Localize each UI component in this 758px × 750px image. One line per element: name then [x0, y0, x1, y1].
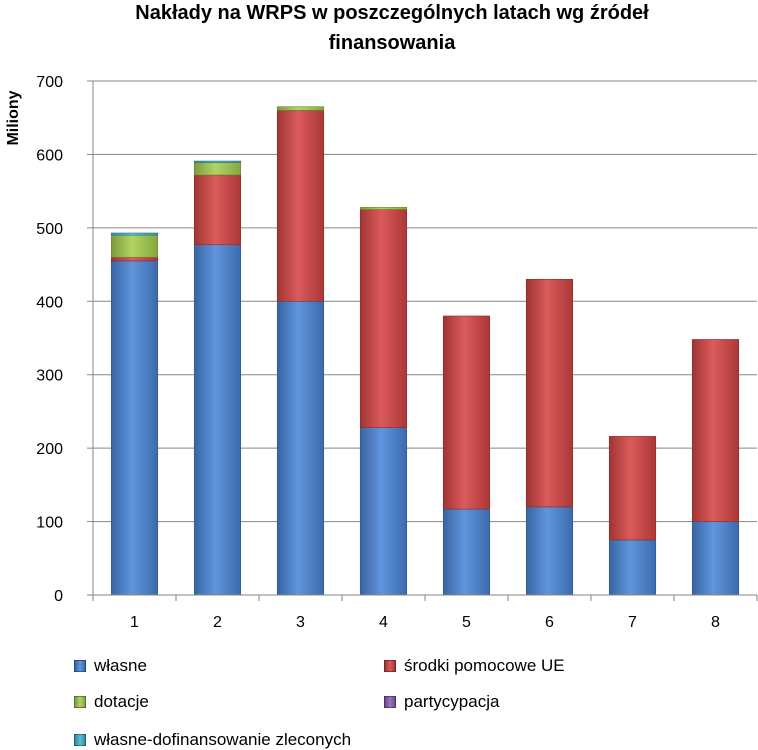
bar-segment-srodki-pomocowe-ue-8 [691, 339, 740, 522]
bar-segment-wlasne-7 [608, 539, 657, 596]
bar-segment-dotacje-3 [276, 106, 325, 111]
axes [87, 80, 758, 601]
bar-segment-wlasne-6 [525, 506, 574, 596]
bar-segment-srodki-pomocowe-ue-5 [442, 315, 491, 510]
bar-segment-srodki-pomocowe-ue-2 [193, 174, 242, 246]
legend: własne środki pomocowe UE dotacje partyc… [74, 650, 734, 750]
chart-title-line-2: finansowania [329, 32, 457, 54]
bars [110, 106, 740, 596]
bar-segment-srodki-pomocowe-ue-1 [110, 256, 159, 262]
legend-swatch-srodki-pomocowe-ue [384, 660, 396, 672]
y-tick-label: 100 [36, 515, 63, 532]
legend-swatch-wlasne-dofinansowanie-zleconych [74, 734, 86, 746]
bar-segment-srodki-pomocowe-ue-4 [359, 209, 408, 428]
y-tick-label: 0 [54, 588, 63, 605]
y-tick-label: 600 [36, 147, 63, 164]
x-tick-label: 6 [545, 614, 554, 631]
bar-segment-srodki-pomocowe-ue-3 [276, 110, 325, 302]
bar-segment-wlasne-8 [691, 521, 740, 596]
x-tick-labels: 1 2 3 4 5 6 7 8 [130, 614, 720, 631]
chart: Nakłady na WRPS w poszczególnych latach … [5, 2, 758, 631]
x-tick-label: 4 [379, 614, 388, 631]
y-tick-labels: 0 100 200 300 400 500 600 700 [36, 74, 63, 605]
bar-segment-wlasne-5 [442, 508, 491, 596]
gridlines [93, 80, 757, 523]
legend-swatch-dotacje [74, 696, 86, 708]
legend-swatch-wlasne [74, 660, 86, 672]
legend-swatch-partycypacja [384, 696, 396, 708]
legend-label-dotacje: dotacje [94, 692, 149, 711]
y-axis-label: Miliony [5, 90, 22, 145]
legend-label-wlasne-dofinansowanie-zleconych: własne-dofinansowanie zleconych [94, 730, 352, 749]
y-tick-label: 200 [36, 441, 63, 458]
legend-item-wlasne: własne [74, 656, 147, 676]
bar-segment-wlasne-1 [110, 260, 159, 596]
y-tick-label: 700 [36, 74, 63, 91]
x-tick-label: 1 [130, 614, 139, 631]
bar-segment-dotacje-4 [359, 206, 408, 210]
bar-segment-wlasne-dofinansowanie-zleconych-1 [110, 232, 159, 236]
x-tick-label: 8 [711, 614, 720, 631]
x-tick-label: 2 [213, 614, 222, 631]
bar-segment-dotacje-2 [193, 162, 242, 176]
x-tick-label: 3 [296, 614, 305, 631]
chart-title-line-1: Nakłady na WRPS w poszczególnych latach … [135, 2, 649, 24]
legend-label-partycypacja: partycypacja [404, 692, 500, 711]
legend-label-srodki-pomocowe-ue: środki pomocowe UE [404, 656, 565, 675]
legend-item-wlasne-dofinansowanie-zleconych: własne-dofinansowanie zleconych [74, 730, 351, 750]
legend-label-wlasne: własne [94, 656, 147, 675]
legend-item-srodki-pomocowe-ue: środki pomocowe UE [384, 656, 565, 676]
x-tick-label: 5 [462, 614, 471, 631]
bar-segment-wlasne-4 [359, 427, 408, 596]
bar-segment-dotacje-1 [110, 234, 159, 258]
bar-segment-wlasne-dofinansowanie-zleconych-2 [193, 160, 242, 163]
x-tick-label: 7 [628, 614, 637, 631]
bar-segment-srodki-pomocowe-ue-6 [525, 278, 574, 508]
bar-segment-wlasne-2 [193, 244, 242, 596]
y-tick-label: 300 [36, 368, 63, 385]
legend-item-dotacje: dotacje [74, 692, 149, 712]
bar-segment-srodki-pomocowe-ue-7 [608, 436, 657, 541]
y-tick-label: 400 [36, 294, 63, 311]
bar-segment-wlasne-3 [276, 300, 325, 596]
y-tick-label: 500 [36, 221, 63, 238]
legend-item-partycypacja: partycypacja [384, 692, 499, 712]
